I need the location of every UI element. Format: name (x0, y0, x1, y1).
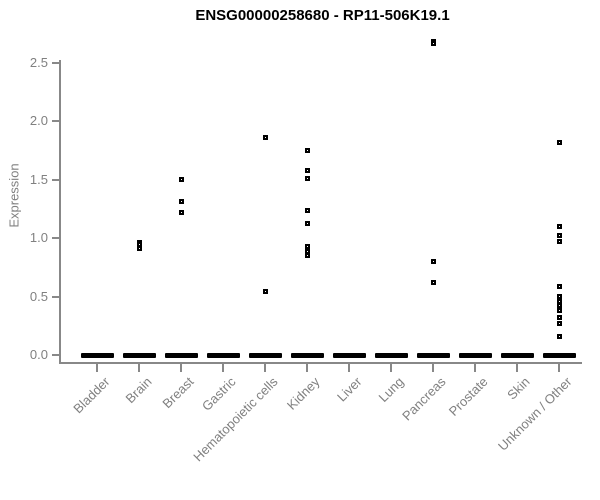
x-tick-mark (558, 364, 560, 372)
y-tick-label: 0.0 (29, 347, 48, 362)
zero-expression-cluster (458, 352, 492, 358)
data-point-marker (556, 294, 562, 300)
y-tick-mark (52, 120, 60, 123)
data-point-marker (304, 148, 310, 154)
y-tick-label: 1.0 (29, 230, 48, 246)
y-tick-mark (52, 295, 60, 298)
y-tick-label: 1.5 (29, 171, 48, 187)
x-tick-mark (348, 364, 350, 372)
data-point-marker (556, 315, 562, 321)
data-point-marker (430, 40, 436, 46)
x-tick-mark (306, 364, 308, 372)
data-point-marker (304, 176, 310, 182)
zero-expression-cluster (80, 352, 114, 358)
zero-expression-cluster (290, 352, 324, 358)
data-point-marker (136, 241, 142, 247)
y-axis-line (59, 60, 61, 363)
y-tick-label: 2.5 (29, 55, 48, 70)
zero-expression-cluster (206, 352, 240, 358)
data-point-marker (556, 239, 562, 245)
data-point-marker (430, 280, 436, 286)
x-tick-label-brain: Brain (122, 374, 155, 407)
data-point-marker (304, 248, 310, 254)
x-tick-label-lung: Lung (375, 374, 407, 406)
x-tick-label-prostate: Prostate (445, 374, 491, 419)
zero-expression-cluster (374, 352, 408, 358)
data-point-marker (556, 224, 562, 230)
x-tick-mark (432, 364, 434, 372)
x-tick-mark (222, 364, 224, 372)
data-point-marker (556, 308, 562, 314)
y-tick-label: 2.0 (29, 113, 48, 129)
data-point-marker (178, 199, 184, 205)
x-tick-mark (474, 364, 476, 372)
x-tick-label-liver: Liver (334, 374, 365, 405)
x-tick-label-gastric: Gastric (198, 374, 239, 414)
y-tick-label: 0.5 (29, 288, 48, 304)
data-point-marker (262, 135, 268, 141)
zero-expression-cluster (248, 352, 282, 358)
x-tick-mark (264, 364, 266, 372)
x-tick-label-pancreas: Pancreas (399, 374, 449, 424)
data-point-marker (304, 243, 310, 249)
data-point-marker (304, 167, 310, 173)
data-point-marker (556, 303, 562, 309)
data-point-marker (556, 320, 562, 326)
zero-expression-cluster (164, 352, 198, 358)
data-point-marker (304, 253, 310, 259)
y-tick-mark (52, 237, 60, 240)
zero-expression-cluster (122, 352, 156, 358)
zero-expression-cluster (332, 352, 366, 358)
x-tick-mark (390, 364, 392, 372)
y-tick-mark (52, 62, 60, 64)
data-point-marker (304, 207, 310, 213)
data-point-marker (178, 210, 184, 215)
chart-title: ENSG00000258680 - RP11-506K19.1 (195, 7, 450, 24)
y-tick-mark (52, 354, 60, 356)
data-point-marker (556, 233, 562, 239)
data-point-marker (136, 246, 142, 252)
data-point-marker (262, 289, 268, 295)
x-tick-label-breast: Breast (159, 374, 197, 412)
zero-expression-cluster (500, 352, 534, 358)
x-tick-mark (180, 364, 182, 372)
zero-expression-cluster (542, 352, 576, 358)
x-axis-line (59, 362, 582, 364)
data-point-marker (556, 333, 562, 339)
x-tick-label-unknown-other: Unknown / Other (495, 374, 575, 454)
zero-expression-cluster (416, 352, 450, 358)
y-tick-mark (52, 178, 60, 181)
data-point-marker (556, 139, 562, 145)
x-tick-label-bladder: Bladder (70, 374, 113, 417)
y-axis-label: Expression (6, 163, 22, 228)
x-tick-mark (138, 364, 140, 372)
data-point-marker (430, 259, 436, 265)
x-tick-mark (96, 364, 98, 372)
x-tick-label-skin: Skin (504, 374, 533, 403)
data-point-marker (556, 298, 562, 304)
x-tick-label-kidney: Kidney (283, 374, 323, 413)
data-point-marker (178, 177, 184, 183)
x-tick-mark (516, 364, 518, 372)
data-point-marker (556, 283, 562, 289)
data-point-marker (304, 220, 310, 226)
